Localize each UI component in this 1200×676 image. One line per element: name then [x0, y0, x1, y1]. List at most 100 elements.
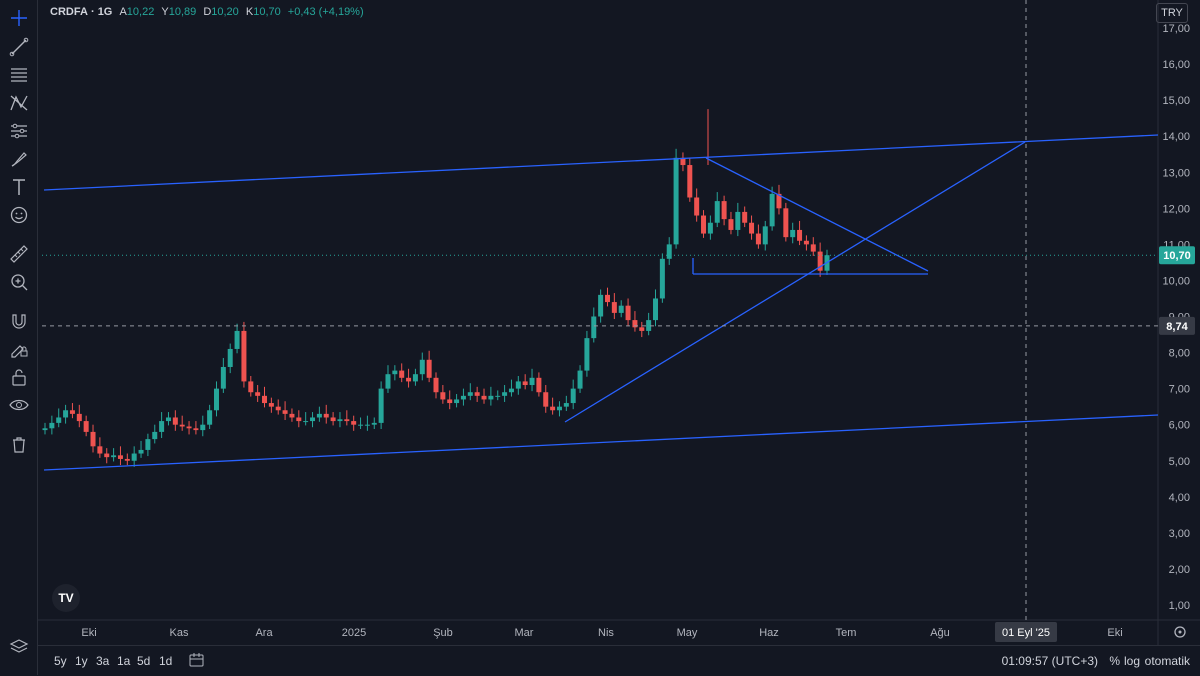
- time-tick-label: Eki: [1107, 627, 1122, 639]
- price-tick-label: 5,00: [1169, 456, 1190, 468]
- price-tick-label: 14,00: [1162, 131, 1190, 143]
- candle-body: [275, 406, 281, 411]
- time-tick-label: Haz: [759, 627, 779, 639]
- candle-body: [344, 419, 350, 422]
- candle-body: [200, 424, 206, 431]
- open-value: 10,22: [126, 6, 155, 18]
- log-toggle[interactable]: log: [1123, 654, 1140, 668]
- time-tick-label: Ara: [255, 627, 273, 639]
- candle-body: [289, 413, 295, 418]
- low-label: D: [203, 6, 212, 18]
- timeframe-1y[interactable]: 1y: [75, 654, 88, 668]
- tradingview-logo: TV: [52, 584, 80, 612]
- time-tick-label: Şub: [433, 627, 453, 639]
- candle-body: [213, 388, 219, 411]
- timeframe-1a[interactable]: 1a: [117, 654, 131, 668]
- candle-body: [707, 222, 713, 234]
- bottom-bar: 5y 1y 3a 1a 5d 1d 01:09:57 (UTC+3) % log…: [38, 645, 1200, 676]
- candle-body: [303, 421, 309, 423]
- crosshair-price-badge: [1159, 316, 1195, 335]
- timeframe-5y[interactable]: 5y: [54, 654, 67, 668]
- candle-body: [56, 417, 62, 423]
- currency-button[interactable]: TRY: [1156, 3, 1188, 23]
- price-tick-label: 3,00: [1169, 528, 1190, 540]
- candle-body: [49, 422, 55, 429]
- candle-body: [385, 374, 391, 389]
- candle-body: [591, 316, 597, 339]
- last-price-badge: [1159, 246, 1195, 265]
- candle-body: [659, 258, 665, 299]
- price-tick-label: 12,00: [1162, 203, 1190, 215]
- candle-body: [584, 338, 590, 371]
- price-tick-label: 17,00: [1162, 23, 1190, 35]
- candle-body: [522, 381, 528, 386]
- candle-body: [536, 377, 542, 393]
- time-tick-label: Tem: [836, 627, 857, 639]
- trash-icon[interactable]: [5, 430, 33, 458]
- candle-body: [598, 294, 604, 317]
- candle-body: [227, 348, 233, 367]
- crosshair-price-label: 8,74: [1166, 321, 1188, 333]
- symbol-name[interactable]: CRDFA: [50, 6, 88, 18]
- candle-body: [63, 410, 69, 418]
- candle-body: [803, 240, 809, 245]
- change-value: +0,43 (+4,19%): [287, 6, 364, 18]
- timeframe-5d[interactable]: 5d: [137, 654, 151, 668]
- candle-body: [728, 219, 734, 230]
- eye-icon[interactable]: [5, 391, 33, 419]
- interval-label[interactable]: 1G: [97, 6, 113, 18]
- candle-body: [186, 426, 192, 429]
- date-range-icon[interactable]: [188, 651, 206, 672]
- close-value: 10,70: [253, 6, 281, 18]
- trend-line-icon[interactable]: [5, 33, 33, 61]
- high-value: 10,89: [168, 6, 197, 18]
- price-tick-label: 10,00: [1162, 275, 1190, 287]
- text-icon[interactable]: [5, 173, 33, 201]
- candle-body: [296, 417, 302, 422]
- candle-body: [337, 419, 343, 422]
- timeframe-1d[interactable]: 1d: [159, 654, 173, 668]
- zoom-icon[interactable]: [5, 268, 33, 296]
- emoji-icon[interactable]: [5, 201, 33, 229]
- magnet-icon[interactable]: [5, 307, 33, 335]
- time-tick-label: Eki: [81, 627, 96, 639]
- candle-body: [721, 201, 727, 220]
- candle-body: [467, 392, 473, 396]
- candle-body: [639, 327, 645, 331]
- candle-body: [570, 388, 576, 404]
- channel-top-line: [43, 134, 1159, 191]
- lock-icon[interactable]: [5, 363, 33, 391]
- candle-body: [42, 428, 48, 431]
- candle-body: [776, 193, 782, 209]
- timeframe-3a[interactable]: 3a: [96, 654, 110, 668]
- candle-body: [392, 370, 398, 375]
- clock-display[interactable]: 01:09:57 (UTC+3): [1001, 654, 1098, 668]
- candle-body: [69, 410, 75, 414]
- candle-body: [481, 395, 487, 400]
- fib-icon[interactable]: [5, 61, 33, 89]
- brush-icon[interactable]: [5, 145, 33, 173]
- candle-body: [351, 421, 357, 425]
- forecast-icon[interactable]: [5, 117, 33, 145]
- candle-body: [701, 215, 707, 234]
- candle-body: [83, 421, 89, 432]
- percent-toggle[interactable]: %: [1109, 654, 1120, 668]
- price-chart[interactable]: 17,0016,0015,0014,0013,0012,0011,0010,00…: [0, 0, 1200, 645]
- candle-body: [419, 359, 425, 375]
- layers-icon[interactable]: [5, 633, 33, 661]
- candle-body: [687, 165, 693, 198]
- candle-body: [412, 374, 418, 382]
- pattern-icon[interactable]: [5, 89, 33, 117]
- ruler-icon[interactable]: [5, 240, 33, 268]
- crosshair-date-badge: [995, 622, 1057, 642]
- candle-body: [426, 359, 432, 378]
- high-label: Y: [161, 6, 169, 18]
- candle-body: [790, 229, 796, 238]
- lock-drawing-icon[interactable]: [5, 335, 33, 363]
- candle-body: [543, 392, 549, 407]
- auto-scale-toggle[interactable]: otomatik: [1144, 654, 1190, 668]
- candle-body: [529, 377, 535, 386]
- channel-bottom-line: [43, 414, 1159, 471]
- crosshair-icon[interactable]: [5, 4, 33, 32]
- candle-body: [248, 381, 254, 393]
